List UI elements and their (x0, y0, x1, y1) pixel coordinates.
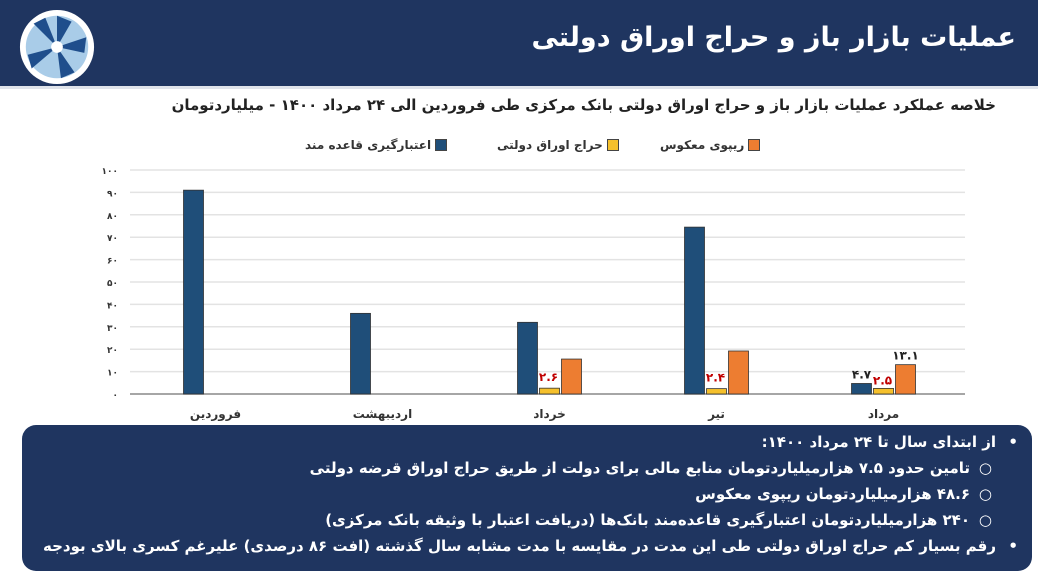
bar (561, 358, 582, 395)
bar (350, 312, 371, 395)
x-tick-label: اردیبهشت (353, 407, 412, 421)
y-tick-label: ۹۰ (107, 189, 118, 199)
chart-title: خلاصه عملکرد عملیات بازار باز و حراج اور… (171, 96, 996, 114)
data-label: ۴.۷ (852, 367, 872, 381)
y-tick-label: ۷۰ (107, 234, 118, 244)
legend-swatch (606, 139, 619, 151)
legend-item-repo: ریپوی معکوس (660, 138, 761, 152)
y-tick-label: ۱۰۰ (102, 167, 118, 177)
legend-item-auction: حراج اوراق دولتی (497, 138, 619, 152)
x-tick-label: تیر (707, 407, 725, 421)
y-tick-label: ۵۰ (107, 279, 118, 289)
data-label: ۲.۵ (873, 373, 892, 387)
legend-label: حراج اوراق دولتی (497, 138, 603, 152)
legend-label: ریپوی معکوس (660, 138, 745, 152)
y-tick-label: ۴۰ (107, 301, 118, 311)
bullet-text: رقم بسیار کم حراج اوراق دولتی طی این مدت… (42, 537, 996, 555)
sub-bullet-item: ○تامین حدود ۷.۵ هزارمیلیاردتومان منابع م… (309, 459, 992, 477)
sub-bullet-item: ○۴۸.۶ هزارمیلیاردتومان ریپوی معکوس (695, 485, 992, 503)
legend-swatch (748, 139, 761, 151)
bar (873, 387, 894, 395)
bar (539, 387, 560, 395)
notes-box: •از ابتدای سال تا ۲۴ مرداد ۱۴۰۰: ○تامین … (22, 425, 1032, 571)
x-tick-label: مرداد (868, 407, 899, 421)
legend-swatch (435, 139, 448, 151)
bullet-text: ۲۴۰ هزارمیلیاردتومان اعتبارگیری قاعده‌من… (325, 511, 970, 529)
bar (183, 189, 204, 395)
data-label: ۲.۶ (539, 370, 558, 384)
bullet-text: ۴۸.۶ هزارمیلیاردتومان ریپوی معکوس (695, 485, 970, 503)
y-tick-label: ۲۰ (107, 346, 118, 356)
sub-bullet-item: ○۲۴۰ هزارمیلیاردتومان اعتبارگیری قاعده‌م… (325, 511, 992, 529)
legend-item-credit: اعتبارگیری قاعده مند (305, 138, 448, 152)
y-tick-label: ۸۰ (107, 212, 118, 222)
bullet-item: •رقم بسیار کم حراج اوراق دولتی طی این مد… (42, 537, 1018, 555)
bar (851, 383, 872, 395)
y-tick-label: ۱۰ (107, 369, 118, 379)
y-tick-label: ۰ (113, 391, 119, 401)
data-label: ۲.۴ (706, 371, 725, 385)
bar (728, 350, 749, 395)
x-tick-label: فروردین (190, 407, 241, 422)
y-tick-label: ۶۰ (107, 257, 118, 267)
header-bar: عملیات بازار باز و حراج اوراق دولتی (0, 0, 1038, 89)
central-bank-logo (19, 9, 95, 85)
bar-chart: ۰ ۱۰ ۲۰ ۳۰ ۴۰ ۵۰ ۶۰ ۷۰ ۸۰ ۹۰ ۱۰۰ فروردین اردیبهشت خرد… (102, 167, 965, 422)
x-tick-label: خرداد (533, 407, 566, 421)
data-label: ۱۳.۱ (892, 349, 919, 363)
page-title: عملیات بازار باز و حراج اوراق دولتی (531, 22, 1016, 53)
bar (706, 388, 727, 395)
bar (684, 226, 705, 395)
y-tick-label: ۳۰ (107, 324, 118, 334)
bullet-text: تامین حدود ۷.۵ هزارمیلیاردتومان منابع ما… (309, 459, 970, 477)
bullet-text: از ابتدای سال تا ۲۴ مرداد ۱۴۰۰: (761, 433, 996, 451)
bar (517, 321, 538, 395)
bullet-item: •از ابتدای سال تا ۲۴ مرداد ۱۴۰۰: (761, 433, 1018, 451)
legend-label: اعتبارگیری قاعده مند (305, 138, 432, 152)
bar (895, 364, 916, 395)
